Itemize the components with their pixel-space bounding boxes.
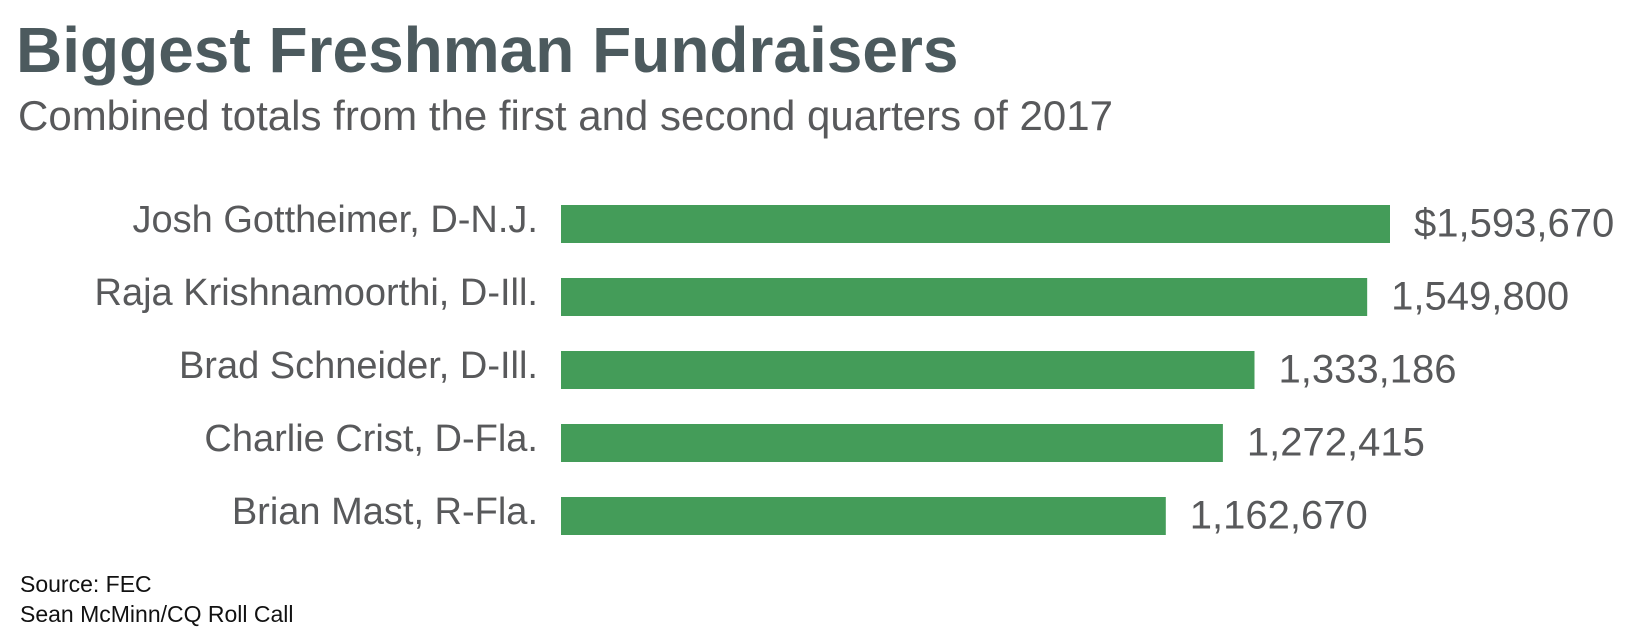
bar xyxy=(561,424,1223,462)
credit: Sean McMinn/CQ Roll Call xyxy=(20,601,294,627)
source: Source: FEC xyxy=(20,571,152,597)
bar xyxy=(561,351,1255,389)
value-label: 1,272,415 xyxy=(1247,421,1425,465)
value-label: 1,549,800 xyxy=(1391,275,1569,319)
chart-subtitle: Combined totals from the first and secon… xyxy=(18,92,1113,139)
category-label: Charlie Crist, D-Fla. xyxy=(204,418,538,460)
category-label: Brian Mast, R-Fla. xyxy=(232,491,538,533)
bar xyxy=(561,278,1368,316)
category-label: Josh Gottheimer, D-N.J. xyxy=(133,199,538,241)
category-label: Raja Krishnamoorthi, D-Ill. xyxy=(95,272,538,314)
value-label: 1,162,670 xyxy=(1190,494,1368,538)
bar xyxy=(561,497,1166,535)
bar xyxy=(561,205,1390,243)
value-label: $1,593,670 xyxy=(1414,202,1614,246)
category-label: Brad Schneider, D-Ill. xyxy=(179,345,538,387)
value-label: 1,333,186 xyxy=(1279,348,1457,392)
chart-title: Biggest Freshman Fundraisers xyxy=(16,14,958,86)
